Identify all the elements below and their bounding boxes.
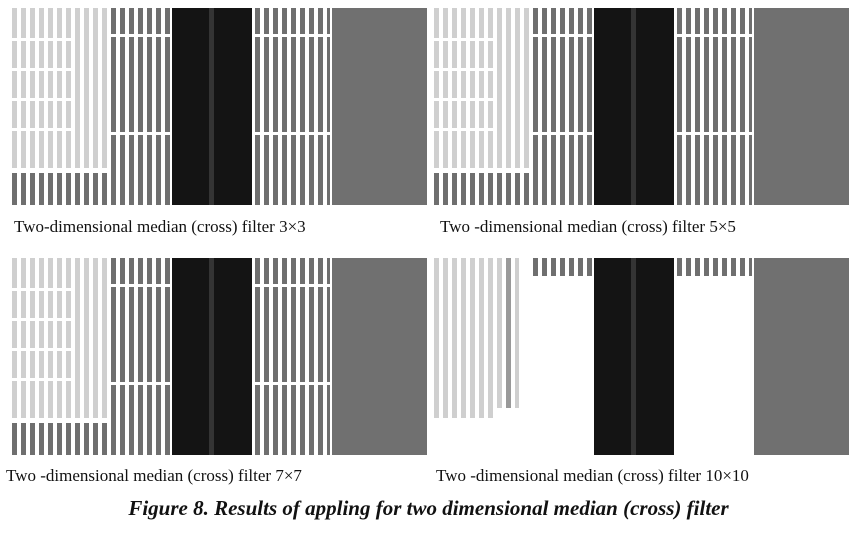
panel-caption: Two -dimensional median (cross) filter 5…: [440, 217, 736, 237]
filter-image: [434, 8, 849, 205]
panel-caption: Two -dimensional median (cross) filter 7…: [6, 466, 302, 486]
figure-caption: Figure 8. Results of appling for two dim…: [0, 496, 857, 521]
panel-caption: Two-dimensional median (cross) filter 3×…: [14, 217, 306, 237]
page: Two-dimensional median (cross) filter 3×…: [0, 0, 857, 533]
panel-caption: Two -dimensional median (cross) filter 1…: [436, 466, 749, 486]
filter-image: [12, 258, 427, 455]
filter-image: [12, 8, 427, 205]
filter-image: [434, 258, 849, 455]
